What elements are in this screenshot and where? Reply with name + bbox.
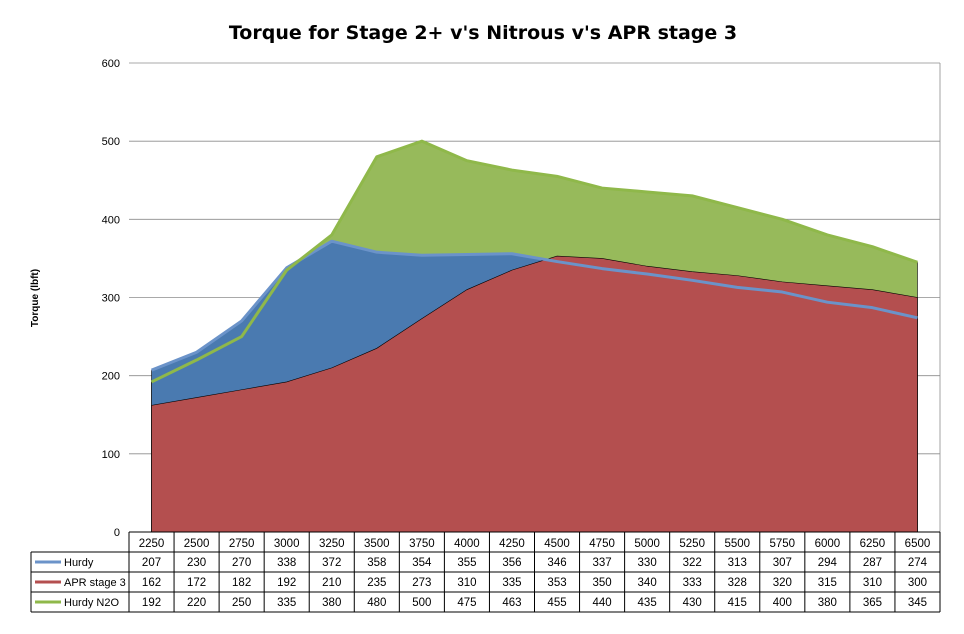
data-cell: 355 [457, 557, 476, 569]
data-cell: 335 [277, 597, 296, 609]
data-table: 2250 2500 2750 3000 3250 3500 3750 4000 4250 4500… [30, 531, 941, 613]
data-cell: 500 [412, 597, 431, 609]
data-cell: 380 [818, 597, 837, 609]
data-cell: 230 [187, 557, 206, 569]
x-tick-label: 3500 [364, 538, 390, 550]
data-cell: 380 [322, 597, 341, 609]
data-cell: 463 [502, 597, 521, 609]
legend-label: Hurdy [64, 557, 94, 569]
data-cell: 250 [232, 597, 251, 609]
data-cell: 350 [592, 577, 611, 589]
y-tick-label: 100 [102, 449, 120, 461]
x-tick-label: 4750 [589, 538, 615, 550]
data-cell: 337 [592, 557, 611, 569]
data-cell: 273 [412, 577, 431, 589]
data-cell: 235 [367, 577, 386, 589]
series-lines [150, 139, 918, 384]
data-cell: 310 [457, 577, 476, 589]
data-cell: 346 [547, 557, 566, 569]
data-cell: 287 [863, 557, 882, 569]
data-cell: 340 [638, 577, 657, 589]
line-hurdy-n2o [150, 139, 918, 384]
x-tick-label: 3000 [274, 538, 300, 550]
data-cell: 172 [187, 577, 206, 589]
data-cell: 207 [142, 557, 161, 569]
data-cell: 435 [638, 597, 657, 609]
data-cell: 182 [232, 577, 251, 589]
data-cell: 333 [683, 577, 702, 589]
data-cell: 300 [908, 577, 927, 589]
data-cell: 335 [502, 577, 521, 589]
chart-title: Torque for Stage 2+ v's Nitrous v's APR … [229, 22, 737, 44]
data-cell: 415 [728, 597, 747, 609]
data-cell: 356 [502, 557, 521, 569]
y-tick-labels: 0 100 200 300 400 500 600 [102, 58, 120, 539]
data-cell: 322 [683, 557, 702, 569]
x-tick-label: 5250 [679, 538, 705, 550]
x-tick-label: 2250 [139, 538, 165, 550]
x-tick-label: 5000 [634, 538, 660, 550]
y-tick-label: 400 [102, 214, 120, 226]
x-tick-label: 3250 [319, 538, 345, 550]
y-tick-label: 0 [114, 527, 120, 539]
data-cell: 365 [863, 597, 882, 609]
x-tick-label: 5750 [770, 538, 796, 550]
x-tick-label: 6250 [860, 538, 886, 550]
x-tick-label: 6500 [905, 538, 931, 550]
data-cell: 480 [367, 597, 386, 609]
data-cell: 338 [277, 557, 296, 569]
data-cell: 330 [638, 557, 657, 569]
data-cell: 358 [367, 557, 386, 569]
data-cell: 220 [187, 597, 206, 609]
data-cell: 455 [547, 597, 566, 609]
line-hurdy [150, 239, 918, 372]
data-cell: 274 [908, 557, 928, 569]
data-cell: 210 [322, 577, 341, 589]
data-cell: 310 [863, 577, 882, 589]
data-cell: 294 [818, 557, 838, 569]
data-cell: 192 [277, 577, 296, 589]
data-cell: 328 [728, 577, 747, 589]
data-cell: 162 [142, 577, 161, 589]
data-cell: 270 [232, 557, 251, 569]
x-tick-label: 6000 [815, 538, 841, 550]
data-cell: 320 [773, 577, 792, 589]
x-tick-label: 4500 [544, 538, 570, 550]
data-cell: 430 [683, 597, 702, 609]
data-cell: 345 [908, 597, 927, 609]
x-tick-label: 4250 [499, 538, 525, 550]
data-cell: 475 [457, 597, 476, 609]
legend-label: Hurdy N2O [64, 597, 119, 609]
data-cell: 353 [547, 577, 566, 589]
y-tick-label: 200 [102, 371, 120, 383]
area-apr-stage-3 [151, 255, 918, 533]
data-cell: 307 [773, 557, 792, 569]
data-cell: 400 [773, 597, 792, 609]
series-areas [151, 140, 918, 533]
x-tick-label: 3750 [409, 538, 435, 550]
y-tick-label: 300 [102, 293, 120, 305]
x-tick-label: 5500 [724, 538, 750, 550]
x-tick-label: 4000 [454, 538, 480, 550]
data-cell: 372 [322, 557, 341, 569]
y-axis-label: Torque (lbft) [30, 269, 41, 327]
x-tick-label: 2500 [184, 538, 210, 550]
legend-label: APR stage 3 [64, 577, 126, 589]
data-cell: 315 [818, 577, 837, 589]
y-tick-label: 600 [102, 58, 120, 70]
data-cell: 354 [412, 557, 432, 569]
data-cell: 192 [142, 597, 161, 609]
data-cell: 313 [728, 557, 747, 569]
x-tick-label: 2750 [229, 538, 255, 550]
data-cell: 440 [592, 597, 611, 609]
y-tick-label: 500 [102, 136, 120, 148]
